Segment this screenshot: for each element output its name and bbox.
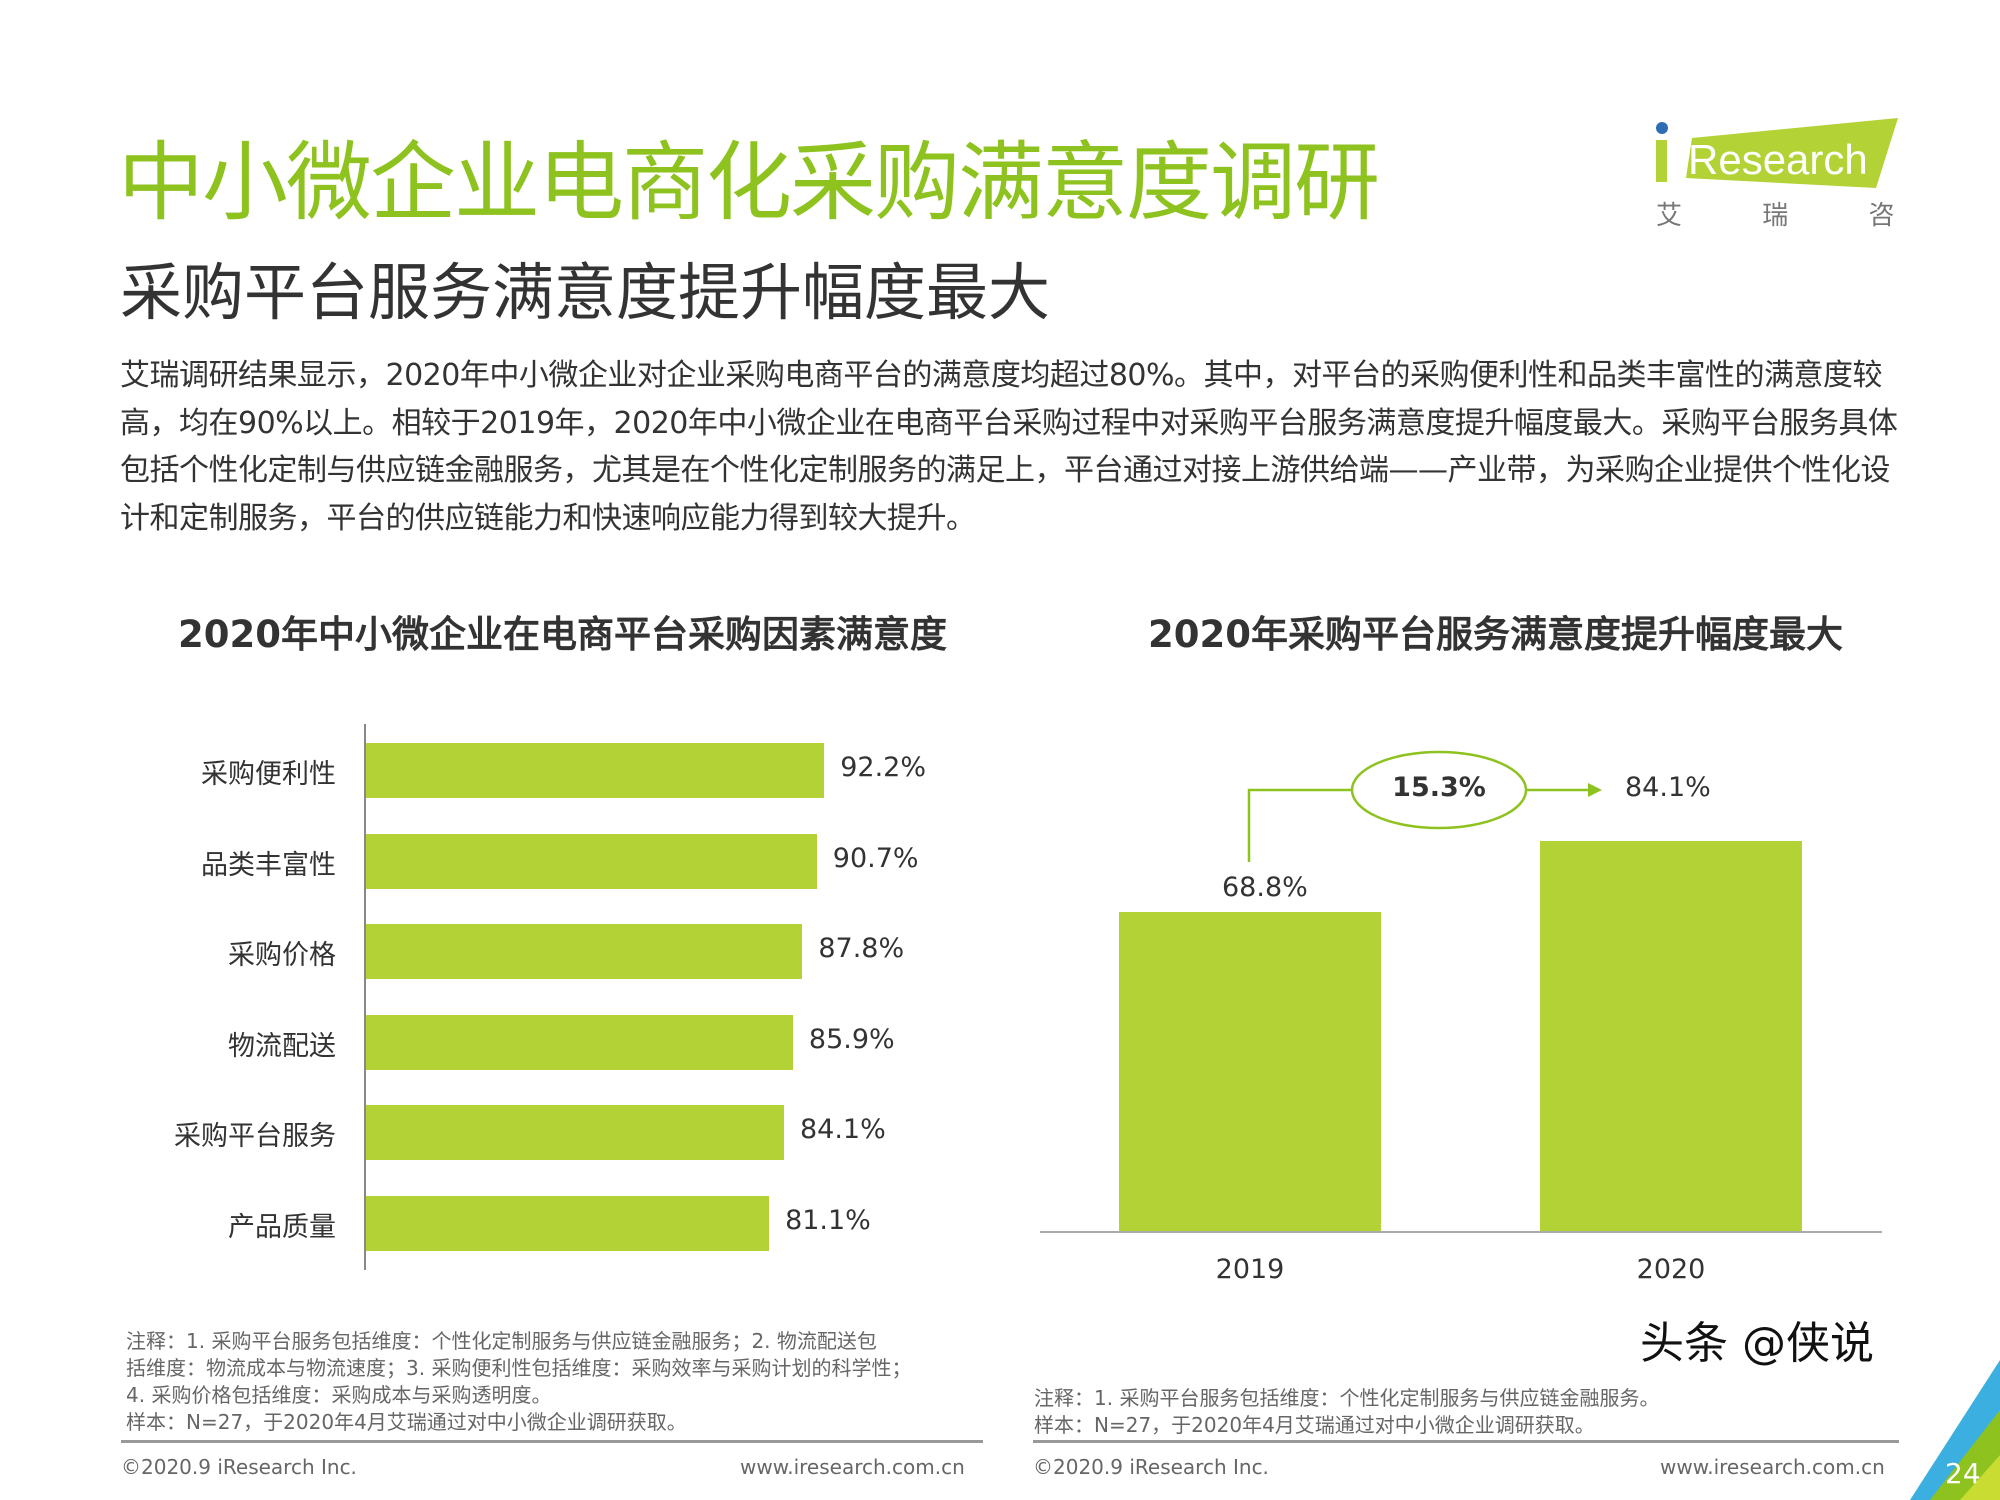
note-line: 注释：1. 采购平台服务包括维度：个性化定制服务与供应链金融服务。 bbox=[1034, 1386, 1660, 1410]
note-line: 样本：N=27，于2020年4月艾瑞通过对中小微企业调研获取。 bbox=[1034, 1413, 1595, 1437]
bar bbox=[366, 924, 803, 980]
arrow-head-icon bbox=[1588, 783, 1602, 797]
footer-url-right[interactable]: www.iresearch.com.cn bbox=[1660, 1455, 1885, 1479]
footer-copyright-right: ©2020.9 iResearch Inc. bbox=[1033, 1455, 1269, 1479]
category-label: 采购平台服务 bbox=[174, 1121, 336, 1153]
page-title: 中小微企业电商化采购满意度调研 bbox=[118, 133, 1380, 233]
left-chart-title: 2020年中小微企业在电商平台采购因素满意度 bbox=[178, 613, 947, 656]
footer-divider-left bbox=[121, 1440, 983, 1443]
logo-text: Research bbox=[1688, 136, 1868, 183]
connector-line bbox=[1247, 788, 1352, 862]
note-line: 4. 采购价格包括维度：采购成本与采购透明度。 bbox=[126, 1383, 552, 1407]
watermark: 头条 @侠说 bbox=[1640, 1318, 1874, 1369]
bar bbox=[366, 833, 817, 889]
note-line: 括维度：物流成本与物流速度；3. 采购便利性包括维度：采购效率与采购计划的科学性… bbox=[126, 1356, 912, 1380]
category-label: 采购价格 bbox=[228, 940, 336, 972]
value-label: 92.2% bbox=[840, 752, 926, 783]
x-tick-label: 2019 bbox=[1215, 1254, 1285, 1285]
footer-copyright: ©2020.9 iResearch Inc. bbox=[121, 1455, 357, 1479]
value-label: 87.8% bbox=[818, 933, 905, 965]
x-axis-line bbox=[1040, 1231, 1882, 1233]
value-label: 85.9% bbox=[808, 1023, 895, 1055]
category-label: 物流配送 bbox=[228, 1030, 336, 1062]
page-subtitle: 采购平台服务满意度提升幅度最大 bbox=[120, 256, 1051, 329]
bar bbox=[1540, 840, 1802, 1231]
logo-graphic: Research 艾 瑞 咨 询 bbox=[1656, 118, 2000, 231]
x-tick-label: 2020 bbox=[1636, 1254, 1706, 1285]
corner-decoration bbox=[1910, 1360, 2000, 1500]
value-label: 81.1% bbox=[785, 1205, 871, 1236]
logo-cn: 艾 瑞 咨 询 bbox=[1656, 201, 1910, 231]
left-notes: 注释：1. 采购平台服务包括维度：个性化定制服务与供应链金融服务；2. 物流配送… bbox=[126, 1328, 911, 1436]
bar bbox=[1119, 911, 1381, 1231]
value-label: 68.8% bbox=[1222, 872, 1308, 903]
bar bbox=[366, 1014, 793, 1070]
right-chart-title: 2020年采购平台服务满意度提升幅度最大 bbox=[1148, 613, 1843, 656]
summary-paragraph: 艾瑞调研结果显示，2020年中小微企业对企业采购电商平台的满意度均超过80%。其… bbox=[120, 358, 1898, 536]
y-axis-line bbox=[364, 724, 366, 1270]
footer-divider-right bbox=[1033, 1440, 1899, 1443]
bar bbox=[366, 1105, 784, 1161]
right-notes: 注释：1. 采购平台服务包括维度：个性化定制服务与供应链金融服务。 样本：N=2… bbox=[1034, 1385, 1659, 1439]
value-label: 84.1% bbox=[1625, 772, 1711, 803]
footer-url[interactable]: www.iresearch.com.cn bbox=[740, 1455, 965, 1479]
iresearch-logo: Research 艾 瑞 咨 询 bbox=[1650, 104, 2000, 234]
value-label: 90.7% bbox=[832, 842, 919, 874]
bar bbox=[366, 1196, 770, 1251]
category-label: 产品质量 bbox=[228, 1212, 336, 1243]
page-number: 24 bbox=[1945, 1457, 1981, 1490]
category-label: 品类丰富性 bbox=[201, 849, 336, 881]
note-line: 注释：1. 采购平台服务包括维度：个性化定制服务与供应链金融服务；2. 物流配送… bbox=[126, 1329, 877, 1353]
note-line: 样本：N=27，于2020年4月艾瑞通过对中小微企业调研获取。 bbox=[126, 1410, 687, 1434]
category-label: 采购便利性 bbox=[201, 759, 336, 790]
value-label: 84.1% bbox=[799, 1114, 886, 1146]
growth-label: 15.3% bbox=[1392, 772, 1486, 803]
bar bbox=[366, 743, 825, 798]
